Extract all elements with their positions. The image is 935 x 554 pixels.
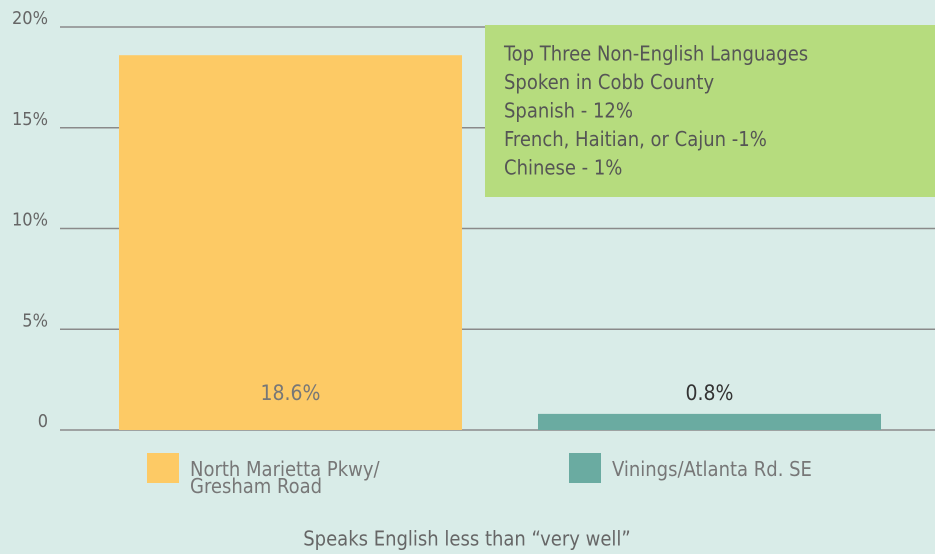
legend-label: Vinings/Atlanta Rd. SE [612,457,812,481]
annotation-box [485,25,935,197]
y-tick-label: 20% [12,8,48,29]
bar [119,55,462,431]
x-axis-label: Speaks English less than “very well” [303,527,630,551]
annotation-line: Top Three Non-English Languages [503,42,808,66]
y-tick-label: 0 [38,411,48,432]
legend-swatch [147,453,179,483]
annotation-line: Spanish - 12% [504,99,633,123]
y-tick-label: 5% [22,310,48,331]
bar [538,413,881,430]
legend-label: North Marietta Pkwy/ Gresham Road [190,457,380,498]
annotation-line: Chinese - 1% [504,156,622,180]
value-label: 0.8% [686,381,734,405]
annotation-line: Spoken in Cobb County [504,70,714,94]
annotation-line: French, Haitian, or Cajun -1% [504,127,767,151]
y-tick-label: 15% [12,109,48,130]
value-label: 18.6% [260,381,320,405]
legend-swatch [569,453,601,483]
y-tick-label: 10% [12,210,48,231]
